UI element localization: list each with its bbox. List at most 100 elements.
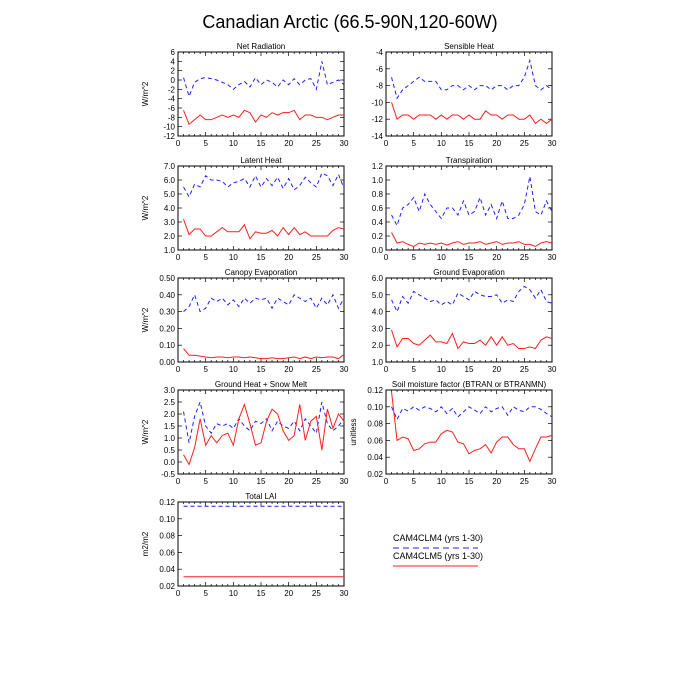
panel-ground-heat-snow-melt-ylabel: W/m^2 — [141, 419, 150, 444]
panel-canopy-evaporation-xtick-label: 5 — [203, 365, 208, 374]
panel-canopy-evaporation-ytick-label: 0.40 — [159, 291, 175, 300]
panel-soil-moisture-factor-btran-or-btranmn-ytick-label: 0.12 — [367, 386, 383, 395]
panel-ground-evaporation-ytick-label: 6.0 — [372, 274, 384, 283]
panel-sensible-heat-xtick-label: 25 — [520, 139, 529, 148]
panel-net-radiation-ytick-label: -8 — [168, 113, 176, 122]
panel-canopy-evaporation: Canopy Evaporation W/m^2 0 5 10 15 20 25 30 0.00 0… — [141, 268, 349, 374]
panel-net-radiation-ytick-label: 6 — [171, 48, 176, 57]
panel-ground-heat-snow-melt-ytick-label: 1.0 — [164, 434, 176, 443]
panel-net-radiation-xtick-label: 25 — [312, 139, 321, 148]
panel-sensible-heat-xtick-label: 30 — [548, 139, 557, 148]
panel-canopy-evaporation-ytick-label: 0.50 — [159, 274, 175, 283]
panel-sensible-heat-ytick-label: -8 — [376, 82, 384, 91]
panel-ground-heat-snow-melt-ytick-label: -0.5 — [161, 470, 175, 479]
panel-total-lai-xtick-label: 25 — [312, 589, 321, 598]
panel-ground-evaporation-xtick-label: 10 — [437, 365, 446, 374]
panel-total-lai-ytick-label: 0.02 — [159, 582, 175, 591]
panel-net-radiation-ytick-label: 2 — [171, 67, 176, 76]
panel-transpiration-ytick-label: 1.0 — [372, 176, 384, 185]
panel-net-radiation-series-cam4clm5-yrs-1-30 — [183, 109, 344, 126]
panel-canopy-evaporation-ylabel: W/m^2 — [141, 307, 150, 332]
panel-soil-moisture-factor-btran-or-btranmn-ytick-label: 0.10 — [367, 403, 383, 412]
panel-canopy-evaporation-frame — [177, 277, 345, 363]
legend: CAM4CLM4 (yrs 1-30) CAM4CLM5 (yrs 1-30) — [393, 533, 483, 567]
panel-soil-moisture-factor-btran-or-btranmn-ytick-label: 0.06 — [367, 436, 383, 445]
panel-total-lai-xtick-label: 5 — [203, 589, 208, 598]
panel-latent-heat-xtick-label: 20 — [284, 253, 293, 262]
panel-ground-evaporation-xtick-label: 5 — [411, 365, 416, 374]
panel-ground-evaporation-xtick-label: 15 — [465, 365, 474, 374]
panel-ground-heat-snow-melt: Ground Heat + Snow Melt W/m^2 0 5 10 15 20 25 30… — [141, 380, 349, 486]
panel-canopy-evaporation-title: Canopy Evaporation — [225, 268, 298, 277]
panel-soil-moisture-factor-btran-or-btranmn-xtick-label: 30 — [548, 477, 557, 486]
panel-canopy-evaporation-xtick-label: 20 — [284, 365, 293, 374]
panel-net-radiation-xtick-label: 30 — [340, 139, 349, 148]
panel-canopy-evaporation-series-cam4clm4-yrs-1-30 — [183, 293, 345, 313]
panel-soil-moisture-factor-btran-or-btranmn-frame — [385, 389, 553, 475]
panel-latent-heat-ytick-label: 6.0 — [164, 176, 176, 185]
panel-soil-moisture-factor-btran-or-btranmn-ytick-label: 0.08 — [367, 420, 383, 429]
panel-total-lai-xtick-label: 10 — [229, 589, 238, 598]
panel-soil-moisture-factor-btran-or-btranmn-series-cam4clm4-yrs-1-30 — [391, 406, 553, 421]
panel-total-lai-xtick-label: 20 — [284, 589, 293, 598]
panel-latent-heat: Latent Heat W/m^2 0 5 10 15 20 25 30 1.0 2.0 3.0 4.0… — [141, 156, 349, 262]
panel-ground-heat-snow-melt-ytick-label: 2.0 — [164, 410, 176, 419]
panel-soil-moisture-factor-btran-or-btranmn-xtick-label: 0 — [384, 477, 389, 486]
panel-net-radiation-ytick-label: -2 — [168, 85, 176, 94]
panel-canopy-evaporation-ytick-label: 0.00 — [159, 358, 175, 367]
panel-sensible-heat-ytick-label: -4 — [376, 48, 384, 57]
panel-canopy-evaporation-xtick-label: 0 — [176, 365, 181, 374]
panel-total-lai: Total LAI m2/m2 0 5 10 15 20 25 30 0.02 0.04 0.06 0.… — [141, 492, 349, 598]
panel-total-lai-ytick-label: 0.08 — [159, 532, 175, 541]
panel-latent-heat-title: Latent Heat — [240, 156, 282, 165]
panel-transpiration: Transpiration 0 5 10 15 20 25 30 0.0 0.2 0.4 0.6 0.8… — [372, 156, 557, 262]
panel-net-radiation-xtick-label: 0 — [176, 139, 181, 148]
panel-ground-heat-snow-melt-ytick-label: 3.0 — [164, 386, 176, 395]
panel-net-radiation-xtick-label: 5 — [203, 139, 208, 148]
panel-sensible-heat-xtick-label: 5 — [411, 139, 416, 148]
panel-canopy-evaporation-ytick-label: 0.20 — [159, 324, 175, 333]
panel-ground-evaporation-ytick-label: 5.0 — [372, 291, 384, 300]
panel-latent-heat-xtick-label: 25 — [312, 253, 321, 262]
panel-latent-heat-ytick-label: 2.0 — [164, 232, 176, 241]
panel-transpiration-xtick-label: 25 — [520, 253, 529, 262]
panel-transpiration-ytick-label: 0.4 — [372, 218, 384, 227]
panel-sensible-heat-title: Sensible Heat — [444, 42, 495, 51]
panel-transpiration-ytick-label: 0.0 — [372, 246, 384, 255]
panel-transpiration-xtick-label: 0 — [384, 253, 389, 262]
panel-transpiration-xtick-label: 30 — [548, 253, 557, 262]
panel-latent-heat-ytick-label: 7.0 — [164, 162, 176, 171]
panel-soil-moisture-factor-btran-or-btranmn-xtick-label: 10 — [437, 477, 446, 486]
panel-soil-moisture-factor-btran-or-btranmn: Soil moisture factor (BTRAN or BTRANMN) u… — [349, 380, 557, 486]
panel-soil-moisture-factor-btran-or-btranmn-ytick-label: 0.04 — [367, 453, 383, 462]
panel-sensible-heat-ytick-label: -6 — [376, 65, 384, 74]
panel-ground-evaporation-ytick-label: 3.0 — [372, 324, 384, 333]
panel-ground-heat-snow-melt-xtick-label: 10 — [229, 477, 238, 486]
panel-latent-heat-series-cam4clm5-yrs-1-30 — [183, 219, 345, 240]
panel-sensible-heat-xtick-label: 15 — [465, 139, 474, 148]
panel-net-radiation-ytick-label: 0 — [171, 76, 176, 85]
panel-net-radiation-xtick-label: 20 — [284, 139, 293, 148]
panel-transpiration-xtick-label: 15 — [465, 253, 474, 262]
panel-soil-moisture-factor-btran-or-btranmn-series-cam4clm5-yrs-1-30 — [391, 391, 553, 463]
figure-title: Canadian Arctic (66.5-90N,120-60W) — [202, 12, 497, 32]
panel-canopy-evaporation-xtick-label: 25 — [312, 365, 321, 374]
panel-latent-heat-series-cam4clm4-yrs-1-30 — [183, 172, 345, 198]
panel-total-lai-ytick-label: 0.10 — [159, 515, 175, 524]
panel-canopy-evaporation-xtick-label: 10 — [229, 365, 238, 374]
panel-latent-heat-xtick-label: 30 — [340, 253, 349, 262]
panel-ground-evaporation-xtick-label: 0 — [384, 365, 389, 374]
panel-canopy-evaporation-xtick-label: 30 — [340, 365, 349, 374]
legend-label-cam4clm4-yrs-1-30: CAM4CLM4 (yrs 1-30) — [393, 533, 483, 543]
panel-latent-heat-xtick-label: 0 — [176, 253, 181, 262]
panel-soil-moisture-factor-btran-or-btranmn-xtick-label: 15 — [465, 477, 474, 486]
panel-net-radiation-frame — [177, 51, 345, 137]
panel-latent-heat-ytick-label: 3.0 — [164, 218, 176, 227]
panel-total-lai-xtick-label: 15 — [257, 589, 266, 598]
legend-label-cam4clm5-yrs-1-30: CAM4CLM5 (yrs 1-30) — [393, 551, 483, 561]
panel-ground-evaporation-series-cam4clm5-yrs-1-30 — [391, 329, 553, 350]
panel-sensible-heat-xtick-label: 20 — [492, 139, 501, 148]
panel-sensible-heat-ytick-label: -10 — [371, 98, 383, 107]
